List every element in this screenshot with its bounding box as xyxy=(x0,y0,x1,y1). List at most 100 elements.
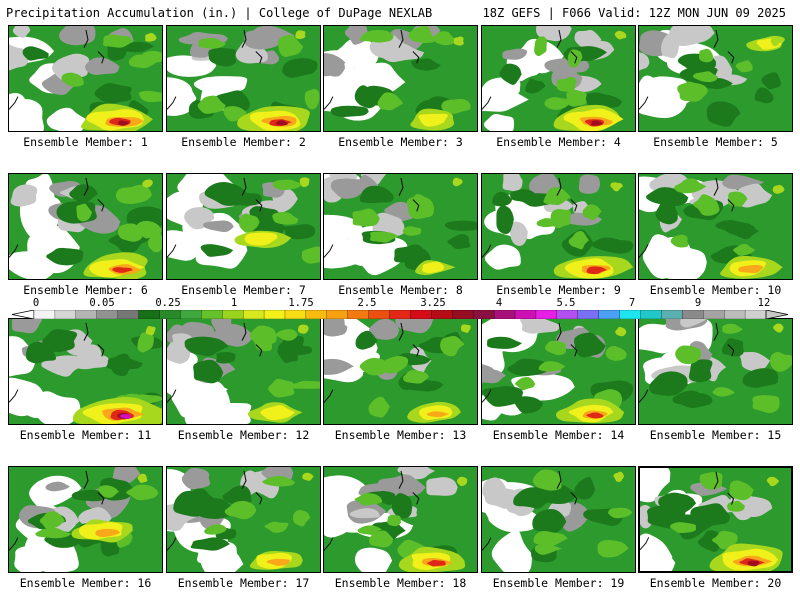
precip-region xyxy=(368,319,400,340)
colorbar-swatch xyxy=(54,310,77,319)
ensemble-member-label: Ensemble Member: 13 xyxy=(334,428,467,442)
precip-region xyxy=(502,174,523,192)
colorbar-swatch xyxy=(744,310,767,319)
precip-region xyxy=(238,213,260,231)
ensemble-member-map xyxy=(481,173,636,280)
lake-outline xyxy=(713,471,735,505)
precip-region xyxy=(649,371,688,396)
precip-region xyxy=(128,54,157,69)
precip-region xyxy=(391,493,413,519)
ensemble-member-label: Ensemble Member: 3 xyxy=(338,135,463,149)
precip-region xyxy=(112,267,133,273)
colorbar-swatch xyxy=(598,310,621,319)
precip-region xyxy=(568,230,589,250)
coastline xyxy=(167,244,177,258)
precip-region xyxy=(193,359,224,384)
colorbar-swatch xyxy=(33,310,56,319)
ensemble-member-label: Ensemble Member: 5 xyxy=(653,135,778,149)
precip-map xyxy=(639,26,792,131)
precip-region xyxy=(272,179,304,191)
ensemble-member-map xyxy=(481,25,636,132)
coastline xyxy=(639,96,649,110)
ensemble-member-map xyxy=(8,25,163,132)
precip-region xyxy=(712,387,736,397)
colorbar-swatch xyxy=(75,310,98,319)
colorbar-swatch xyxy=(493,310,516,319)
precip-region xyxy=(244,29,287,50)
precip-region xyxy=(706,101,741,127)
ensemble-member-label: Ensemble Member: 7 xyxy=(181,283,306,297)
colorbar-swatch xyxy=(703,310,725,319)
precip-region xyxy=(639,76,689,119)
precip-region xyxy=(76,203,93,222)
precip-map xyxy=(9,467,162,572)
precip-region xyxy=(614,30,627,40)
lake-outline xyxy=(713,177,735,212)
ensemble-member-map xyxy=(323,466,478,573)
precip-region xyxy=(674,178,707,194)
precip-region xyxy=(284,224,316,240)
colorbar-swatch xyxy=(514,310,537,319)
precip-region xyxy=(76,344,103,368)
lake-outline xyxy=(398,29,420,64)
precip-region xyxy=(12,26,31,38)
precip-region xyxy=(126,484,159,501)
precip-region xyxy=(272,212,299,225)
ensemble-member-map xyxy=(481,318,636,425)
precip-region xyxy=(106,356,144,370)
precip-region xyxy=(61,72,85,87)
precip-region xyxy=(533,530,568,546)
colorbar-tick-label: 5.5 xyxy=(556,297,576,309)
precip-region xyxy=(484,244,521,270)
precip-region xyxy=(34,391,81,424)
precip-region xyxy=(370,231,399,243)
ensemble-member-label: Ensemble Member: 17 xyxy=(177,576,310,590)
ensemble-member-map xyxy=(8,318,163,425)
ensemble-member-label: Ensemble Member: 2 xyxy=(181,135,306,149)
coastline xyxy=(324,537,334,551)
lake-outline xyxy=(241,322,263,357)
precip-region xyxy=(372,212,405,238)
lake-outline xyxy=(83,177,105,212)
colorbar-tick-label: 2.5 xyxy=(357,297,377,309)
precip-region xyxy=(289,380,320,389)
precip-region xyxy=(292,510,311,527)
precip-region xyxy=(411,58,441,71)
precip-map xyxy=(482,174,635,279)
coastline xyxy=(167,96,177,110)
colorbar-swatch xyxy=(159,310,182,319)
ensemble-member-map xyxy=(166,25,321,132)
precip-region xyxy=(735,60,753,73)
precip-region xyxy=(675,345,702,365)
precip-region xyxy=(646,187,689,207)
precip-region xyxy=(543,187,571,205)
precip-region xyxy=(538,361,566,372)
coastline xyxy=(9,537,19,551)
coastline xyxy=(9,96,19,110)
precip-region xyxy=(302,472,314,481)
precip-region xyxy=(349,508,380,519)
precip-region xyxy=(773,323,784,333)
colorbar-swatch xyxy=(96,310,119,319)
precip-region xyxy=(330,105,369,117)
precip-region xyxy=(727,223,759,240)
precip-region xyxy=(766,476,780,487)
precip-region xyxy=(368,396,390,418)
colorbar-bar xyxy=(12,310,788,319)
precip-region xyxy=(711,530,738,550)
precip-region xyxy=(115,184,153,204)
precip-region xyxy=(408,26,435,43)
ensemble-member-label: Ensemble Member: 12 xyxy=(177,428,310,442)
ensemble-member-map xyxy=(166,466,321,573)
colorbar-tick-label: 0 xyxy=(32,297,40,309)
colorbar-max-arrow xyxy=(765,310,788,319)
precip-region xyxy=(769,352,792,372)
precip-map xyxy=(167,26,320,131)
colorbar-tick-label: 7 xyxy=(628,297,636,309)
precip-region xyxy=(295,30,306,40)
colorbar-swatch xyxy=(431,310,453,319)
precip-region xyxy=(422,261,445,274)
precip-region xyxy=(670,234,689,248)
precip-region xyxy=(137,332,154,353)
precip-map xyxy=(324,26,477,131)
